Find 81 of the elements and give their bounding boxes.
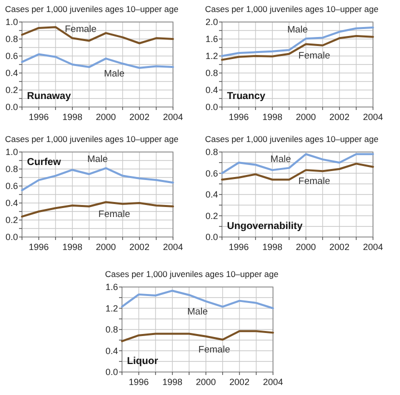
line-series bbox=[21, 53, 174, 69]
y-tick-label: 0.4 bbox=[205, 190, 218, 200]
line-series bbox=[21, 26, 174, 44]
x-tick-label: 2004 bbox=[162, 242, 184, 252]
x-tick-label: 2002 bbox=[329, 112, 350, 122]
x-tick-label: 1996 bbox=[28, 112, 49, 122]
y-tick-label: 0.2 bbox=[205, 210, 218, 221]
y-tick-label: 1.6 bbox=[205, 34, 218, 44]
x-tick-label: 1998 bbox=[262, 242, 282, 252]
y-tick-label: 0.8 bbox=[5, 34, 18, 44]
y-tick-label: 1.0 bbox=[5, 147, 18, 158]
line-series bbox=[21, 167, 174, 192]
series-label: Female bbox=[98, 208, 130, 220]
x-tick-label: 2002 bbox=[129, 112, 150, 122]
line-series bbox=[121, 330, 274, 342]
x-tick-label: 1998 bbox=[62, 242, 82, 252]
x-tick-label: 2000 bbox=[96, 242, 116, 252]
text: Runaway bbox=[27, 91, 72, 102]
series-label: Female bbox=[198, 344, 230, 356]
series-label: Male bbox=[87, 154, 108, 166]
y-tick-label: 0.6 bbox=[5, 51, 18, 62]
series-label: Male bbox=[270, 154, 292, 165]
x-tick-label: 1996 bbox=[228, 242, 249, 252]
x-tick-label: 1996 bbox=[28, 242, 49, 252]
x-tick-label: 2000 bbox=[296, 242, 316, 252]
x-tick-label: 2002 bbox=[329, 242, 350, 252]
y-tick-label: 0.0 bbox=[205, 102, 218, 112]
y-tick-label: 1.0 bbox=[5, 17, 18, 28]
y-tick-label: 0.8 bbox=[5, 164, 18, 174]
y-tick-label: 0.4 bbox=[105, 346, 118, 356]
y-tick-label: 0.4 bbox=[205, 85, 218, 96]
text: Liquor bbox=[127, 356, 158, 367]
line-series bbox=[221, 35, 374, 61]
y-tick-label: 1.6 bbox=[105, 282, 118, 292]
y-tick-label: 0.0 bbox=[5, 102, 18, 112]
series-label: Female bbox=[298, 176, 330, 188]
x-tick-label: 1998 bbox=[262, 112, 282, 122]
series-label: Male bbox=[104, 68, 125, 80]
series-label: Female bbox=[64, 24, 97, 36]
line-series bbox=[21, 201, 174, 218]
x-tick-label: 2004 bbox=[362, 112, 384, 122]
y-tick-label: 0.2 bbox=[5, 85, 18, 96]
line-series bbox=[221, 26, 374, 57]
y-tick-label: 0.8 bbox=[205, 147, 218, 158]
x-tick-label: 2000 bbox=[196, 377, 216, 387]
x-tick-label: 1998 bbox=[162, 377, 182, 387]
x-tick-label: 2004 bbox=[162, 112, 184, 122]
text: Ungovernability bbox=[227, 221, 304, 232]
series-label: Female bbox=[298, 50, 330, 62]
y-axis-title: Cases per 1,000 juveniles ages 10–upper age bbox=[205, 4, 379, 14]
x-tick-label: 2002 bbox=[229, 377, 250, 387]
y-tick-label: 0.6 bbox=[5, 181, 18, 192]
text: Curfew bbox=[27, 157, 62, 168]
y-tick-label: 0.6 bbox=[205, 168, 218, 178]
y-tick-label: 2.0 bbox=[205, 17, 218, 28]
x-tick-label: 2004 bbox=[262, 377, 284, 387]
x-tick-label: 1996 bbox=[228, 112, 249, 122]
x-tick-label: 1998 bbox=[62, 112, 82, 122]
y-tick-label: 0.8 bbox=[105, 324, 118, 335]
y-tick-label: 0.4 bbox=[5, 198, 18, 208]
y-tick-label: 0.8 bbox=[205, 68, 218, 78]
y-tick-label: 0.4 bbox=[5, 68, 18, 78]
y-axis-title: Cases per 1,000 juveniles ages 10–upper age bbox=[105, 269, 279, 279]
y-tick-label: 0.2 bbox=[5, 215, 18, 226]
y-tick-label: 0.0 bbox=[105, 367, 118, 378]
text: Truancy bbox=[227, 91, 266, 102]
x-tick-label: 1996 bbox=[128, 377, 149, 387]
y-axis-title: Cases per 1,000 juveniles ages 10–upper age bbox=[5, 134, 179, 144]
line-series bbox=[121, 290, 274, 310]
y-tick-label: 1.2 bbox=[105, 303, 118, 314]
y-tick-label: 1.2 bbox=[205, 51, 218, 62]
series-label: Male bbox=[187, 306, 208, 318]
y-axis-title: Cases per 1,000 juveniles ages 10–upper age bbox=[205, 134, 379, 144]
x-tick-label: 2002 bbox=[129, 242, 150, 252]
x-tick-label: 2004 bbox=[362, 242, 384, 252]
x-tick-label: 2000 bbox=[96, 112, 116, 122]
y-tick-label: 0.0 bbox=[5, 232, 18, 242]
x-tick-label: 2000 bbox=[296, 112, 316, 122]
series-label: Male bbox=[287, 24, 308, 36]
y-axis-title: Cases per 1,000 juveniles ages 10–upper age bbox=[5, 4, 179, 14]
y-tick-label: 0.0 bbox=[205, 232, 218, 242]
